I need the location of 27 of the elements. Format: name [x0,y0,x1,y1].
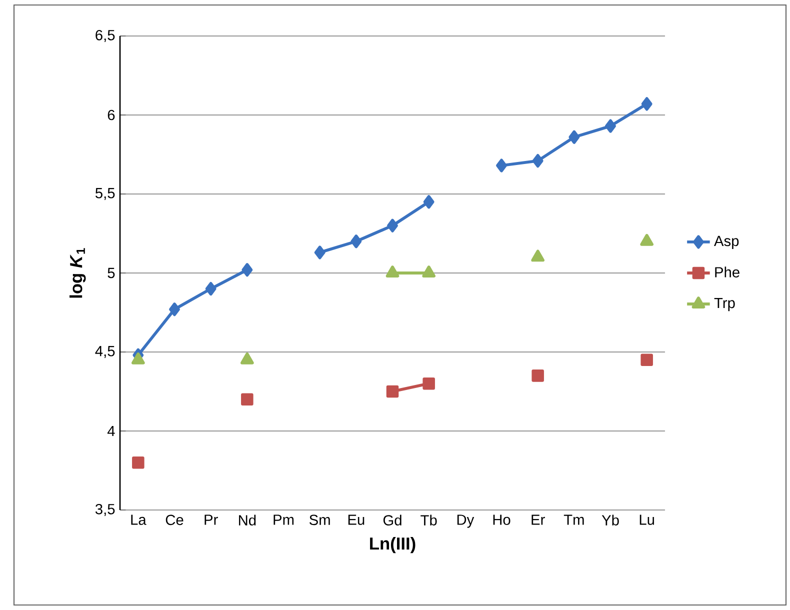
x-tick-label: Dy [457,514,474,528]
y-tick-label: 5 [108,268,115,278]
y-axis-title: log K$_{1}$ [70,248,86,298]
y-tick-label: 6,5 [96,30,115,42]
x-tick-label: Eu [348,514,364,525]
x-tick-label: Tm [564,514,584,525]
legend-label: Trp [714,298,735,312]
x-tick-label: Sm [310,514,330,526]
x-tick-label: Pr [204,514,218,525]
x-tick-label: Tb [420,514,437,526]
y-tick-label: 4 [107,426,115,436]
x-tick-label: Yb [602,514,619,526]
y-tick-label: 3,5 [95,504,115,516]
x-tick-label: Er [532,514,545,525]
x-axis-title: Ln(III) [370,536,416,554]
x-tick-label: Pm [274,514,294,525]
x-tick-label: La [131,514,146,525]
x-tick-label: Ho [493,514,510,525]
x-tick-label: Nd [239,514,256,526]
x-tick-label: Ce [166,514,184,526]
legend-label: Phe [715,266,740,278]
x-tick-label: Gd [383,514,402,526]
y-tick-label: 5,5 [95,188,115,200]
x-tick-label: Lu [640,514,654,525]
y-tick-label: 6 [108,110,115,120]
legend-label: Asp [714,236,739,250]
y-tick-label: 4,5 [95,346,115,358]
